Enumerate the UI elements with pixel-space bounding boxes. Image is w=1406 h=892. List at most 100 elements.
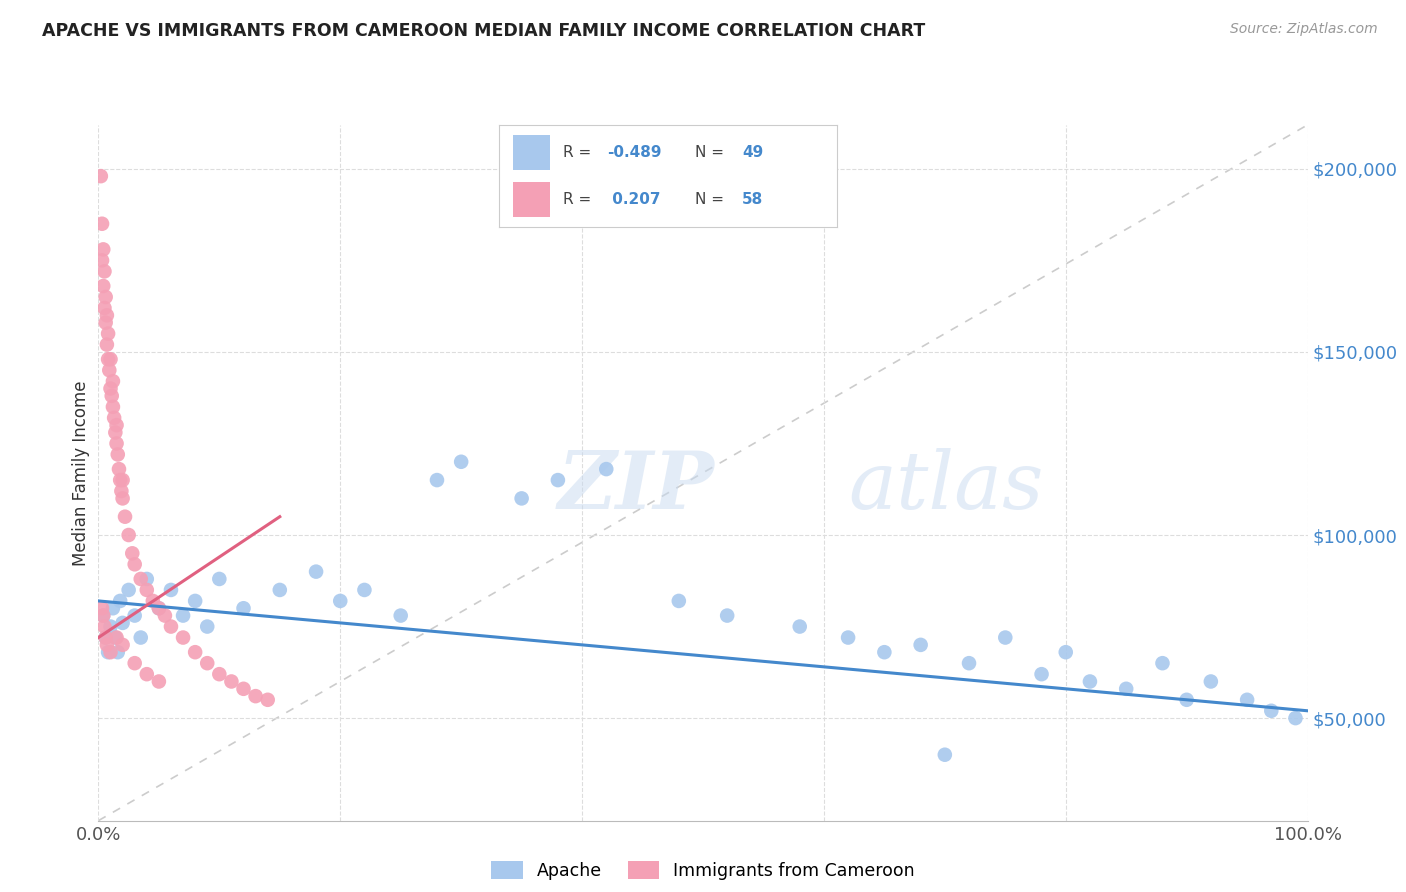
Point — [94, 316, 117, 330]
Point — [1152, 656, 1174, 670]
Y-axis label: Median Family Income: Median Family Income — [72, 380, 90, 566]
Point — [353, 582, 375, 597]
Point — [160, 619, 183, 633]
Point — [91, 243, 114, 257]
Point — [232, 601, 254, 615]
Point — [142, 594, 165, 608]
Point — [910, 638, 932, 652]
Point — [121, 546, 143, 560]
Point — [105, 436, 128, 450]
Point — [111, 491, 134, 506]
Point — [1236, 693, 1258, 707]
Point — [208, 572, 231, 586]
FancyBboxPatch shape — [513, 136, 550, 170]
Point — [1115, 681, 1137, 696]
Point — [93, 264, 115, 278]
Point — [172, 631, 194, 645]
Point — [118, 582, 141, 597]
Point — [305, 565, 328, 579]
Point — [129, 631, 152, 645]
Legend: Apache, Immigrants from Cameroon: Apache, Immigrants from Cameroon — [482, 853, 924, 888]
Point — [873, 645, 896, 659]
Point — [789, 619, 811, 633]
Point — [160, 582, 183, 597]
Text: N =: N = — [695, 145, 728, 160]
Text: 0.207: 0.207 — [607, 193, 661, 207]
Point — [104, 425, 127, 440]
Point — [96, 308, 118, 322]
Point — [91, 279, 114, 293]
Point — [100, 382, 122, 396]
Point — [668, 594, 690, 608]
Point — [124, 558, 146, 572]
Point — [91, 608, 114, 623]
Point — [837, 631, 859, 645]
Point — [1260, 704, 1282, 718]
Point — [91, 217, 114, 231]
Point — [101, 400, 124, 414]
Point — [100, 352, 122, 367]
Point — [101, 374, 124, 388]
Point — [1199, 674, 1222, 689]
Point — [510, 491, 533, 506]
Point — [108, 462, 131, 476]
Point — [329, 594, 352, 608]
Point — [100, 619, 122, 633]
Point — [98, 363, 121, 377]
Point — [426, 473, 449, 487]
Point — [135, 572, 157, 586]
Point — [153, 608, 176, 623]
Point — [111, 638, 134, 652]
Text: atlas: atlas — [848, 448, 1043, 525]
Point — [94, 290, 117, 304]
Text: 49: 49 — [742, 145, 763, 160]
Point — [124, 608, 146, 623]
Point — [184, 594, 207, 608]
Point — [934, 747, 956, 762]
Point — [97, 326, 120, 341]
Point — [1054, 645, 1077, 659]
Point — [595, 462, 617, 476]
Point — [111, 473, 134, 487]
Point — [91, 601, 114, 615]
Point — [108, 594, 131, 608]
Point — [256, 693, 278, 707]
Point — [97, 645, 120, 659]
Point — [90, 169, 112, 183]
Point — [91, 608, 114, 623]
Point — [547, 473, 569, 487]
Point — [195, 656, 218, 670]
Point — [184, 645, 207, 659]
Point — [148, 601, 170, 615]
Text: R =: R = — [564, 193, 596, 207]
Point — [1175, 693, 1198, 707]
Text: Source: ZipAtlas.com: Source: ZipAtlas.com — [1230, 22, 1378, 37]
Text: APACHE VS IMMIGRANTS FROM CAMEROON MEDIAN FAMILY INCOME CORRELATION CHART: APACHE VS IMMIGRANTS FROM CAMEROON MEDIA… — [42, 22, 925, 40]
Point — [1031, 667, 1053, 681]
Point — [1078, 674, 1101, 689]
FancyBboxPatch shape — [513, 182, 550, 218]
Point — [100, 389, 122, 403]
Point — [107, 645, 129, 659]
Point — [245, 689, 267, 703]
Point — [94, 631, 117, 645]
Point — [195, 619, 218, 633]
Point — [105, 631, 128, 645]
Point — [450, 455, 472, 469]
Point — [269, 582, 291, 597]
Point — [124, 656, 146, 670]
Point — [110, 484, 132, 499]
Point — [1284, 711, 1306, 725]
Text: ZIP: ZIP — [558, 448, 714, 525]
Point — [118, 528, 141, 542]
Point — [108, 473, 131, 487]
Point — [135, 667, 157, 681]
Point — [96, 337, 118, 351]
Point — [148, 601, 170, 615]
Point — [135, 582, 157, 597]
Point — [91, 253, 114, 268]
Point — [221, 674, 243, 689]
Point — [114, 509, 136, 524]
Point — [97, 352, 120, 367]
Point — [96, 638, 118, 652]
